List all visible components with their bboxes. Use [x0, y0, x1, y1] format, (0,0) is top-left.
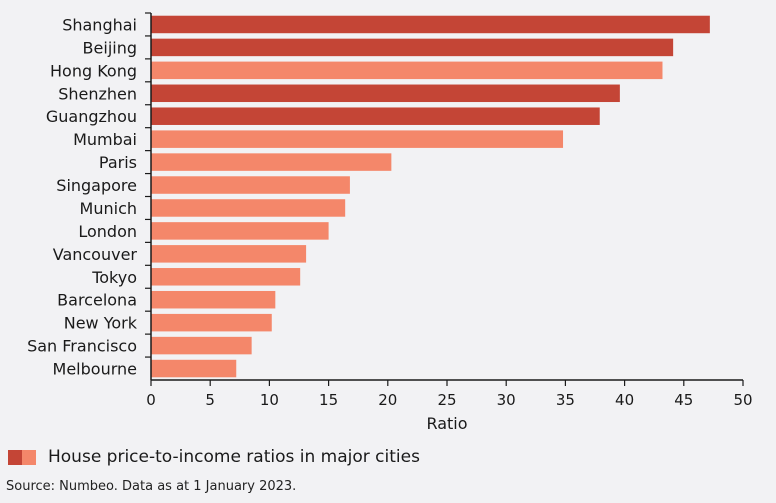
bar-guangzhou: [151, 107, 600, 125]
bar-melbourne: [151, 359, 237, 378]
x-tick-label: 50: [733, 391, 752, 409]
x-tick-label: 30: [497, 391, 516, 409]
y-tick-label: San Francisco: [27, 337, 137, 356]
y-tick-label: Barcelona: [57, 291, 137, 310]
x-tick-label: 40: [615, 391, 634, 409]
y-tick-label: Paris: [99, 153, 137, 172]
bar-shanghai: [151, 15, 710, 34]
y-tick-label: Guangzhou: [46, 107, 137, 126]
x-tick-label: 15: [319, 391, 338, 409]
legend-swatch-highlight: [8, 449, 22, 465]
bar-mumbai: [151, 130, 564, 148]
bar-london: [151, 222, 329, 240]
y-tick-label: Beijing: [83, 38, 137, 57]
x-tick-label: 25: [437, 391, 456, 409]
y-tick-label: Munich: [80, 199, 137, 218]
x-axis-title: Ratio: [426, 414, 467, 433]
axes: [145, 12, 743, 381]
source-note: Source: Numbeo. Data as at 1 January 202…: [6, 479, 297, 494]
y-tick-label: Shenzhen: [58, 84, 137, 103]
legend-swatch-normal: [22, 449, 36, 465]
y-tick-label: Vancouver: [53, 245, 138, 264]
y-tick-label: Hong Kong: [50, 61, 137, 80]
x-tick-label: 35: [556, 391, 575, 409]
y-tick-labels: Shanghai Beijing Hong Kong Shenzhen Guangzho…: [27, 15, 138, 378]
bar-new-york: [151, 313, 272, 332]
y-tick-label: Singapore: [56, 176, 137, 195]
legend-label: House price-to-income ratios in major ci…: [48, 447, 420, 467]
y-tick-label: Shanghai: [62, 15, 137, 34]
bar-paris: [151, 153, 392, 171]
y-tick-label: Tokyo: [91, 268, 137, 287]
bar-shenzhen: [151, 84, 620, 103]
bars-group: [151, 15, 710, 378]
x-tick-label: 0: [146, 391, 156, 409]
y-tick-label: Mumbai: [73, 130, 137, 149]
bar-barcelona: [151, 290, 276, 309]
x-tick-label: 10: [260, 391, 279, 409]
x-tick-label: 5: [205, 391, 215, 409]
x-ticks: 0 5 10 15 20 25 30 35 40 45 50: [146, 380, 753, 409]
bar-hong-kong: [151, 61, 663, 80]
legend: House price-to-income ratios in major ci…: [8, 447, 420, 467]
bar-singapore: [151, 176, 350, 194]
bar-tokyo: [151, 268, 301, 286]
y-tick-label: New York: [64, 314, 138, 333]
bar-munich: [151, 199, 346, 217]
bar-vancouver: [151, 245, 307, 263]
y-tick-label: Melbourne: [53, 360, 137, 379]
y-tick-label: London: [78, 222, 137, 241]
bar-san-francisco: [151, 336, 252, 355]
bar-chart: Shanghai Beijing Hong Kong Shenzhen Guangzho…: [27, 12, 753, 433]
x-tick-label: 20: [378, 391, 397, 409]
x-tick-label: 45: [674, 391, 693, 409]
bar-beijing: [151, 38, 674, 57]
